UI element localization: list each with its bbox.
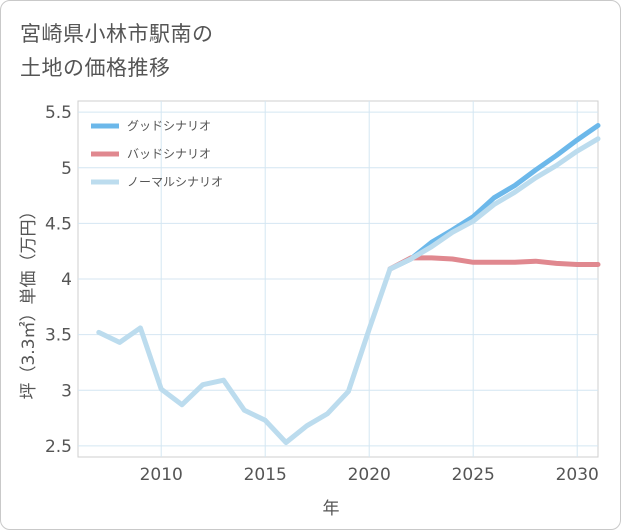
- series-line-1: [387, 123, 601, 272]
- x-tick-label: 2015: [244, 465, 287, 485]
- x-tick-label: 2025: [452, 465, 495, 485]
- series-line-2: [387, 255, 601, 272]
- legend-item-2: バッドシナリオ: [91, 147, 211, 161]
- y-tick-label: 3.5: [45, 326, 72, 346]
- y-tick-label: 2.5: [45, 437, 72, 457]
- y-tick-label: 3: [61, 381, 72, 401]
- chart-title-line-2: 土地の価格推移: [20, 56, 171, 80]
- y-tick-label: 4.5: [45, 214, 72, 234]
- series-lines: [96, 123, 601, 445]
- series-line-3: [96, 136, 601, 445]
- y-axis-label: 坪（3.3㎡）単価（万円）: [19, 202, 39, 399]
- x-axis-label: 年: [323, 499, 340, 519]
- x-tick-label: 2030: [556, 465, 599, 485]
- legend-item-1: グッドシナリオ: [91, 119, 211, 133]
- chart-title: 宮崎県小林市駅南の 土地の価格推移: [20, 17, 420, 85]
- legend-label: グッドシナリオ: [127, 119, 211, 133]
- legend-label: ノーマルシナリオ: [127, 175, 223, 189]
- x-tick-label: 2020: [348, 465, 391, 485]
- y-tick-label: 5: [61, 159, 72, 179]
- chart-title-line-1: 宮崎県小林市駅南の: [20, 22, 214, 46]
- y-tick-label: 4: [61, 270, 72, 290]
- legend-item-3: ノーマルシナリオ: [91, 175, 223, 189]
- y-tick-label: 5.5: [45, 103, 72, 123]
- x-tick-label: 2010: [140, 465, 183, 485]
- axis-ticks: 2010 2015 2020 2025 2030 2.5 3 3.5 4 4.5 5 5.5: [45, 103, 599, 485]
- legend-label: バッドシナリオ: [127, 147, 211, 161]
- grid-lines: [78, 101, 598, 457]
